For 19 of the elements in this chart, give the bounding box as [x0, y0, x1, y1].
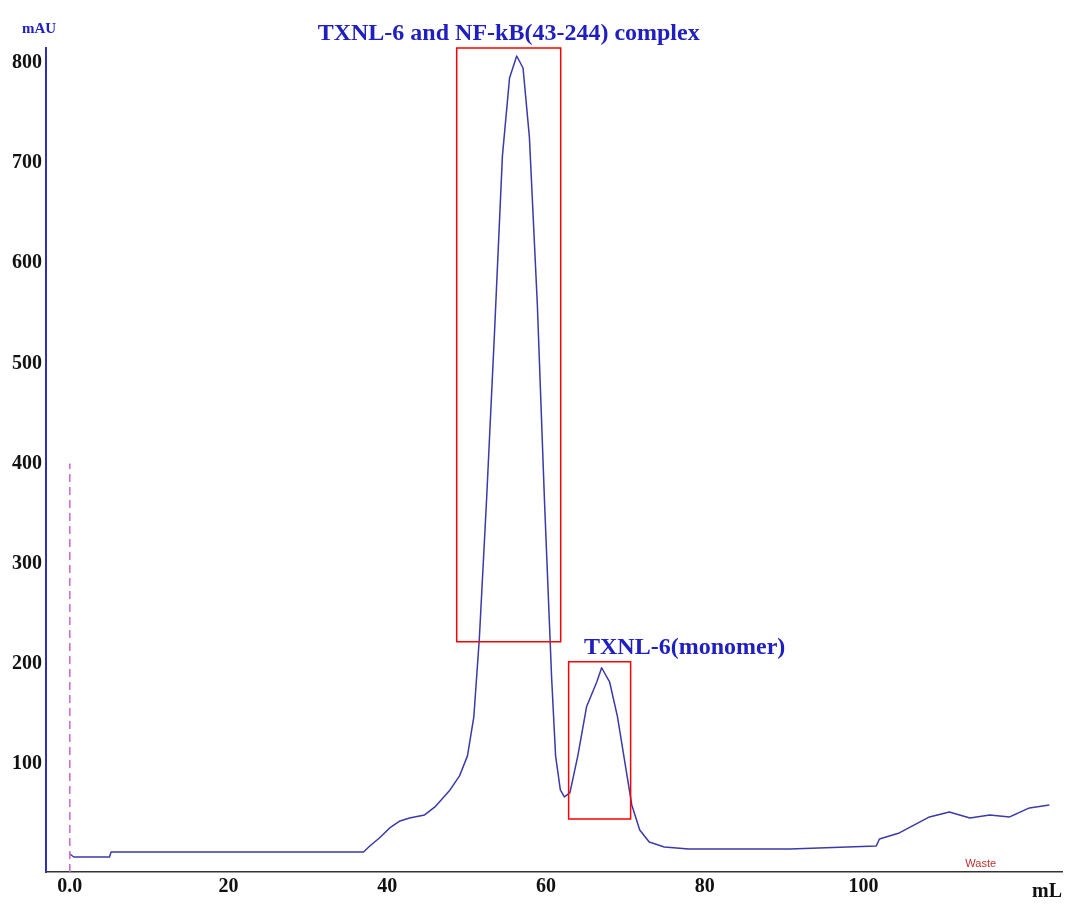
x-tick-label: 20 — [218, 874, 239, 897]
y-tick-label: 600 — [12, 250, 42, 273]
x-tick-label: 40 — [377, 874, 398, 897]
y-tick-label: 300 — [12, 550, 42, 573]
x-tick-label: 80 — [694, 874, 715, 897]
x-tick-label: 100 — [848, 874, 879, 897]
y-tick-label: 500 — [12, 350, 42, 373]
y-tick-label: 400 — [12, 450, 42, 473]
x-axis-title: mL — [1032, 879, 1062, 902]
annotation: TXNL-6(monomer) — [583, 632, 786, 659]
x-tick-label: 0.0 — [57, 874, 83, 897]
y-tick-label: 200 — [12, 650, 42, 673]
annotation: Waste — [965, 857, 997, 869]
y-axis-title: mAU — [22, 20, 57, 37]
y-tick-label: 100 — [12, 751, 42, 774]
annotation: TXNL-6 and NF-kB(43-244) complex — [317, 19, 700, 46]
x-tick-label: 60 — [536, 874, 557, 897]
y-tick-label: 700 — [12, 150, 42, 173]
y-tick-label: 800 — [12, 50, 42, 73]
